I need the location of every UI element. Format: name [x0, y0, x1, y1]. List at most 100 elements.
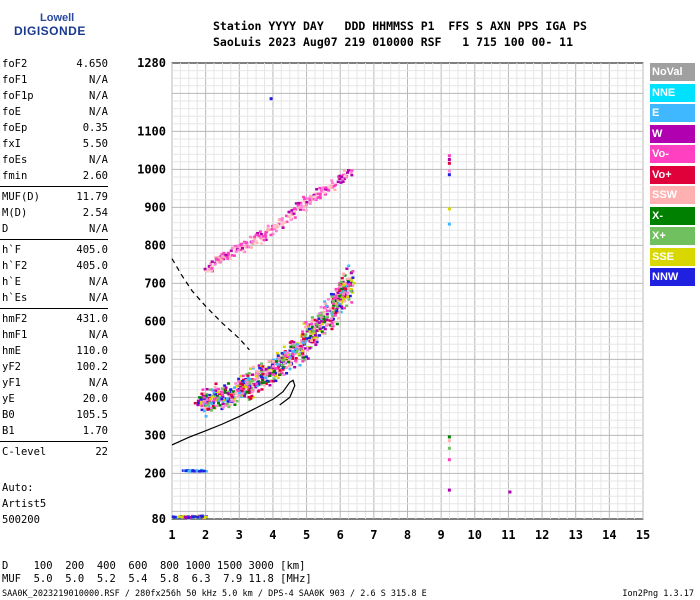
param-value: 405.0: [76, 260, 108, 272]
f2-echo-point: [310, 316, 314, 319]
f2-echo-point: [196, 401, 200, 405]
multihop-echo-point: [255, 241, 259, 245]
multihop-echo-point: [270, 226, 274, 229]
f2-echo-point: [343, 299, 347, 303]
param-key: hmF1: [2, 329, 28, 341]
x-tick-label: 1: [168, 528, 175, 542]
f2-echo-point: [268, 384, 272, 387]
param-separator: [0, 186, 108, 187]
f2-echo-point: [340, 300, 344, 303]
f2-echo-point: [298, 363, 302, 367]
f2-echo-point: [239, 395, 243, 399]
multihop-echo-point: [223, 256, 227, 259]
multihop-echo-point: [262, 235, 266, 238]
f2-echo-point: [239, 382, 243, 386]
legend-item: NNW: [650, 268, 695, 286]
f2-echo-point: [215, 390, 219, 393]
f2-echo-point: [241, 387, 245, 391]
param-key: h`F2: [2, 260, 28, 272]
f2-echo-point: [226, 392, 230, 395]
multihop-echo-point: [343, 174, 347, 177]
multihop-echo-point: [263, 233, 267, 236]
f2-echo-point: [247, 391, 251, 395]
multihop-echo-point: [338, 177, 342, 181]
f2-echo-point: [255, 372, 259, 376]
f2-echo-point: [342, 286, 346, 289]
f2-echo-point: [315, 336, 319, 339]
f2-echo-point: [325, 322, 329, 326]
es-echo-point: [187, 470, 191, 473]
f2-echo-point: [324, 307, 328, 310]
multihop-echo-point: [260, 238, 264, 241]
f2-echo-point: [276, 354, 280, 357]
header-row2: SaoLuis 2023 Aug07 219 010000 RSF 1 715 …: [213, 35, 574, 49]
f2-echo-point: [330, 327, 334, 331]
f2-echo-point: [262, 374, 266, 377]
multihop-echo-point: [349, 169, 353, 172]
multihop-echo-point: [224, 253, 228, 257]
f2-echo-point: [352, 281, 356, 285]
low-echo-point: [183, 515, 187, 519]
f2-echo-point: [241, 383, 245, 387]
multihop-echo-point: [315, 188, 319, 191]
param-row: MUF(D) 11.79: [2, 189, 108, 205]
f2-echo-point: [239, 374, 243, 378]
multihop-echo-point: [258, 236, 262, 239]
f2-echo-point: [313, 341, 317, 344]
f2-echo-point: [306, 348, 310, 352]
f2-echo-point: [217, 399, 221, 402]
f2-echo-point: [344, 295, 348, 298]
f2-echo-point: [312, 329, 316, 333]
multihop-echo-point: [221, 255, 225, 258]
f2-echo-point: [228, 395, 232, 398]
legend-item: X+: [650, 227, 695, 245]
f2-echo-point: [232, 390, 236, 393]
f2-echo-point: [322, 326, 326, 329]
low-echo-point: [196, 515, 200, 519]
f2-echo-point: [305, 329, 309, 333]
f2-echo-point: [342, 273, 346, 276]
f2-echo-point: [313, 318, 317, 322]
f2-echo-point: [322, 331, 326, 335]
param-value: N/A: [89, 329, 108, 341]
f2-echo-point: [278, 359, 282, 362]
multihop-echo-point: [209, 265, 213, 269]
f2-echo-point: [289, 347, 293, 350]
param-key: foF2: [2, 58, 28, 70]
multihop-echo-point: [324, 186, 328, 189]
f2-echo-point: [329, 324, 333, 327]
f2-echo-point: [237, 377, 241, 381]
f2-echo-point: [233, 403, 237, 406]
f2-echo-point: [290, 340, 294, 343]
f2-echo-point: [200, 396, 204, 399]
f2-echo-point: [245, 381, 249, 384]
spurious-point: [269, 97, 273, 101]
f2-echo-point: [301, 330, 305, 333]
f2-echo-point: [205, 387, 209, 391]
f2-echo-point: [251, 367, 255, 370]
multihop-echo-point: [316, 192, 320, 196]
f2-echo-point: [291, 354, 295, 358]
f2-echo-point: [319, 305, 323, 309]
f2-echo-point: [349, 290, 353, 293]
f2-echo-point: [317, 321, 321, 324]
multihop-echo-point: [219, 258, 223, 262]
multihop-echo-point: [280, 217, 284, 220]
f2-echo-point: [351, 284, 355, 288]
multihop-echo-point: [262, 238, 266, 242]
f2-echo-point: [257, 364, 261, 367]
f2-echo-point: [209, 397, 213, 401]
f2-echo-point: [275, 363, 279, 366]
f2-echo-point: [309, 334, 313, 338]
multihop-echo-point: [304, 209, 308, 212]
f2-echo-point: [198, 403, 202, 406]
param-value: 1.70: [82, 425, 108, 437]
f2-echo-point: [245, 390, 249, 394]
param-value: 20.0: [82, 393, 108, 405]
multihop-echo-point: [338, 174, 342, 178]
multihop-echo-point: [342, 169, 346, 172]
f2-echo-point: [315, 325, 319, 329]
multihop-echo-point: [302, 195, 306, 199]
low-echo-point: [180, 516, 184, 519]
f2-echo-point: [278, 373, 282, 376]
